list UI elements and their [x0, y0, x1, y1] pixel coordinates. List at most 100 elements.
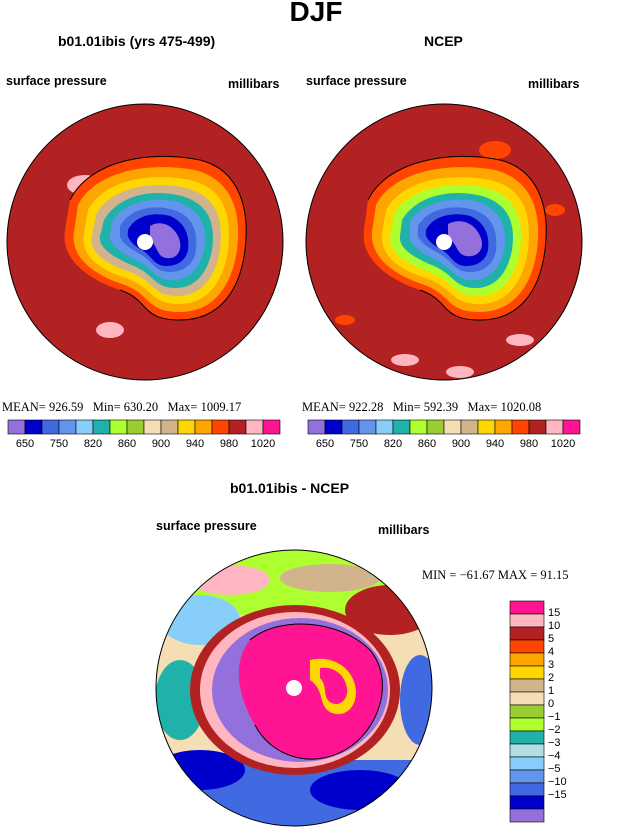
obs-colorbar-swatch: [392, 419, 411, 435]
diff-colorbar-swatch: [509, 626, 545, 641]
diff-colorbar-tick-label: −1: [548, 711, 561, 723]
model-colorbar-swatch: [143, 419, 162, 435]
diff-colorbar-tick-label: 5: [548, 633, 555, 645]
obs-colorbar-swatch: [494, 419, 513, 435]
model-colorbar-swatch: [109, 419, 128, 435]
obs-colorbar-swatch: [477, 419, 496, 435]
diff-colorbar-swatch: [509, 743, 545, 758]
diff-colorbar-swatch: [509, 665, 545, 680]
obs-colorbar-swatch: [358, 419, 377, 435]
obs-colorbar-swatch: [443, 419, 462, 435]
obs-colorbar-swatch: [460, 419, 479, 435]
obs-colorbar-swatch: [375, 419, 394, 435]
diff-colorbar-swatch: [509, 691, 545, 706]
obs-colorbar-swatch: [562, 419, 581, 435]
diff-colorbar-swatch: [509, 782, 545, 797]
obs-colorbar-swatch: [511, 419, 530, 435]
model-colorbar-swatch: [194, 419, 213, 435]
obs-colorbar-tick-label: 1020: [550, 438, 576, 450]
model-colorbar-swatch: [75, 419, 94, 435]
obs-colorbar-swatch: [341, 419, 360, 435]
model-colorbar-ticks: 650 750 820 860 900 940 980 1020: [8, 438, 280, 452]
diff-colorbar-tick-label: −2: [548, 724, 561, 736]
diff-colorbar-swatch: [509, 808, 545, 823]
diff-colorbar-swatch: [509, 795, 545, 810]
diff-colorbar-tick-label: −5: [548, 763, 561, 775]
obs-colorbar-tick-label: 750: [349, 438, 369, 450]
obs-colorbar-swatch: [324, 419, 343, 435]
obs-colorbar-swatch: [307, 419, 326, 435]
diff-colorbar-tick-label: 0: [548, 698, 555, 710]
obs-variable-label: surface pressure: [306, 74, 407, 88]
obs-colorbar-ticks: 650 750 820 860 900 940 980 1020: [308, 438, 580, 452]
diff-colorbar-swatch: [509, 769, 545, 784]
model-colorbar-swatch: [7, 419, 26, 435]
obs-colorbar-tick-label: 860: [417, 438, 437, 450]
model-colorbar: [7, 419, 281, 435]
obs-stats: MEAN= 922.28 Min= 592.39 Max= 1020.08: [302, 400, 542, 414]
model-stats: MEAN= 926.59 Min= 630.20 Max= 1009.17: [2, 400, 242, 414]
model-colorbar-swatch: [41, 419, 60, 435]
diff-colorbar-tick-label: 1: [548, 685, 555, 697]
diff-colorbar-swatch: [509, 639, 545, 654]
obs-colorbar-tick-label: 820: [383, 438, 403, 450]
diff-colorbar-tick-label: 4: [548, 646, 555, 658]
diff-units-label: millibars: [378, 523, 430, 537]
model-colorbar-swatch: [24, 419, 43, 435]
obs-colorbar-tick-label: 650: [315, 438, 335, 450]
diff-colorbar-swatch: [509, 717, 545, 732]
diff-colorbar: [509, 600, 545, 823]
diff-colorbar-tick-label: −3: [548, 737, 561, 749]
diff-colorbar-tick-label: 10: [548, 620, 561, 632]
obs-colorbar-swatch: [528, 419, 547, 435]
model-colorbar-tick-label: 750: [49, 438, 69, 450]
diff-colorbar-swatch: [509, 730, 545, 745]
model-colorbar-tick-label: 940: [185, 438, 205, 450]
model-colorbar-swatch: [160, 419, 179, 435]
model-colorbar-tick-label: 820: [83, 438, 103, 450]
model-colorbar-swatch: [245, 419, 264, 435]
obs-colorbar-tick-label: 980: [519, 438, 539, 450]
diff-colorbar-ticks: 15 10 5 4 3 2 1 0 −1 −2 −3 −4 −5 −10 −15: [548, 601, 608, 822]
diff-colorbar-tick-label: 2: [548, 672, 555, 684]
obs-units-label: millibars: [528, 77, 580, 91]
diff-colorbar-swatch: [509, 678, 545, 693]
model-panel-title: b01.01ibis (yrs 475-499): [58, 33, 216, 49]
model-colorbar-swatch: [126, 419, 145, 435]
diff-panel-title: b01.01ibis - NCEP: [230, 480, 350, 496]
model-colorbar-tick-label: 1020: [250, 438, 276, 450]
obs-colorbar-tick-label: 940: [485, 438, 505, 450]
diff-colorbar-tick-label: −4: [548, 750, 561, 762]
model-units-label: millibars: [228, 77, 280, 91]
model-variable-label: surface pressure: [6, 74, 107, 88]
model-colorbar-swatch: [177, 419, 196, 435]
model-colorbar-tick-label: 980: [219, 438, 239, 450]
obs-colorbar-swatch: [426, 419, 445, 435]
diff-colorbar-swatch: [509, 652, 545, 667]
obs-colorbar-tick-label: 900: [451, 438, 471, 450]
model-colorbar-swatch: [228, 419, 247, 435]
obs-panel-title: NCEP: [424, 33, 463, 49]
diff-colorbar-swatch: [509, 613, 545, 628]
diff-colorbar-tick-label: −10: [548, 776, 567, 788]
diff-colorbar-tick-label: −15: [548, 789, 567, 801]
diff-colorbar-tick-label: 15: [548, 607, 561, 619]
diff-colorbar-swatch: [509, 600, 545, 615]
model-colorbar-tick-label: 860: [117, 438, 137, 450]
model-colorbar-swatch: [92, 419, 111, 435]
obs-polar-map: [306, 104, 582, 380]
diff-colorbar-tick-label: 3: [548, 659, 555, 671]
diff-colorbar-swatch: [509, 704, 545, 719]
obs-colorbar: [307, 419, 581, 435]
model-colorbar-swatch: [262, 419, 281, 435]
diff-stats: MIN = −61.67 MAX = 91.15: [422, 568, 569, 582]
obs-colorbar-swatch: [545, 419, 564, 435]
figure-title: DJF: [289, 0, 343, 27]
diff-variable-label: surface pressure: [156, 519, 257, 533]
model-colorbar-tick-label: 900: [151, 438, 171, 450]
diff-colorbar-swatch: [509, 756, 545, 771]
obs-colorbar-swatch: [409, 419, 428, 435]
model-colorbar-swatch: [58, 419, 77, 435]
model-colorbar-tick-label: 650: [15, 438, 35, 450]
